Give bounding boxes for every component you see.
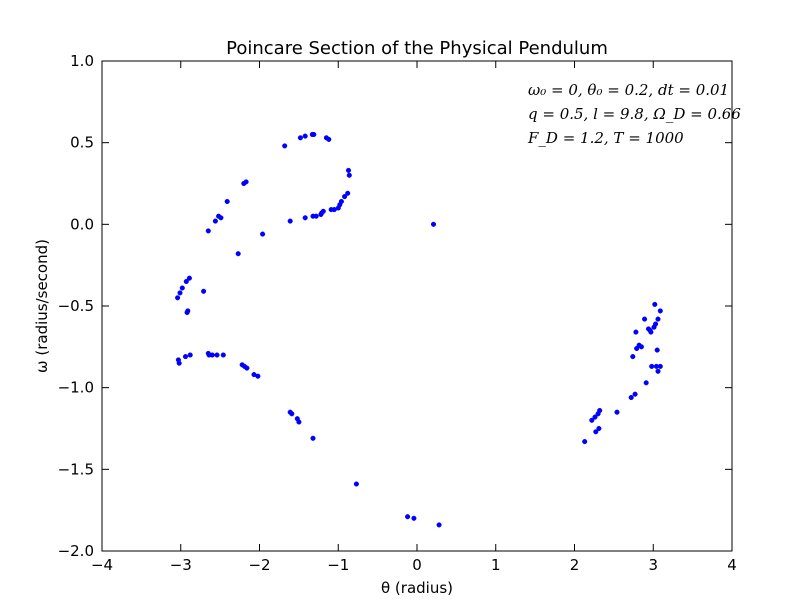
y-tick-label: 1.0 xyxy=(70,52,94,70)
data-point xyxy=(183,278,189,285)
data-point xyxy=(282,143,288,149)
annotation-line-2: q = 0.5, l = 9.8, Ω_D = 0.66 xyxy=(528,105,741,123)
data-point xyxy=(313,213,319,219)
data-point xyxy=(657,363,663,369)
data-point xyxy=(589,417,595,423)
data-point xyxy=(595,411,601,417)
data-point xyxy=(255,373,261,379)
data-point xyxy=(411,515,417,521)
x-tick-label: 0 xyxy=(412,556,422,574)
data-point xyxy=(651,324,657,330)
data-point xyxy=(302,133,308,139)
data-point xyxy=(642,316,648,322)
data-point xyxy=(628,394,634,401)
data-point xyxy=(345,167,352,173)
data-point xyxy=(353,481,359,487)
data-point xyxy=(630,354,636,360)
data-point xyxy=(592,414,598,420)
y-tick-label: −1.5 xyxy=(58,460,94,478)
y-tick-label: −2.0 xyxy=(58,542,94,560)
data-point xyxy=(287,218,293,224)
data-point xyxy=(657,308,663,314)
data-point xyxy=(326,136,332,142)
data-point xyxy=(177,290,183,296)
data-point xyxy=(652,301,658,307)
plot-frame xyxy=(101,60,733,552)
x-axis-label: θ (radius) xyxy=(381,579,453,597)
data-point xyxy=(593,429,599,435)
data-point xyxy=(643,380,649,386)
data-point xyxy=(638,344,644,350)
data-point xyxy=(328,207,334,213)
x-tick-label: 3 xyxy=(648,556,658,574)
data-point xyxy=(297,135,303,141)
y-tick-label: 0.0 xyxy=(70,215,94,233)
data-point xyxy=(582,439,588,445)
x-tick-label: 1 xyxy=(491,556,501,574)
data-point xyxy=(205,228,211,234)
data-point xyxy=(634,345,640,352)
data-point xyxy=(649,363,655,369)
data-point xyxy=(596,425,602,432)
data-point xyxy=(342,194,348,200)
data-point xyxy=(220,352,226,358)
y-tick-label: −0.5 xyxy=(58,297,94,315)
data-point xyxy=(186,275,192,281)
x-tick-label: −1 xyxy=(327,556,349,574)
data-point xyxy=(289,411,295,417)
data-point xyxy=(311,131,317,138)
x-tick-label: 2 xyxy=(570,556,580,574)
data-point xyxy=(187,352,193,358)
data-point xyxy=(345,190,351,196)
data-point xyxy=(648,329,654,335)
x-tick-label: −2 xyxy=(248,556,270,574)
data-point xyxy=(209,352,215,358)
data-point xyxy=(176,360,182,366)
data-point xyxy=(182,354,189,360)
y-tick-label: 0.5 xyxy=(70,134,94,152)
data-point xyxy=(175,295,181,301)
parameter-annotation: ω₀ = 0, θ₀ = 0.2, dt = 0.01 q = 0.5, l =… xyxy=(527,81,741,147)
annotation-line-1: ω₀ = 0, θ₀ = 0.2, dt = 0.01 xyxy=(528,81,729,99)
data-point xyxy=(212,218,218,224)
data-point xyxy=(214,352,220,358)
data-point xyxy=(655,316,661,322)
data-point xyxy=(241,180,247,187)
annotation-line-3: F_D = 1.2, T = 1000 xyxy=(527,129,684,147)
data-point xyxy=(296,419,302,425)
data-point xyxy=(201,288,207,294)
ticks-layer: −4 −3 −2 −1 0 1 2 3 4 −2.0 −1.5 −1.0 −0.5 0.0 0.5 1.0 xyxy=(58,52,737,574)
data-point xyxy=(218,215,224,221)
data-point xyxy=(244,365,250,371)
data-point xyxy=(310,435,316,441)
data-point xyxy=(179,285,185,291)
data-point xyxy=(346,172,352,178)
data-point xyxy=(224,198,230,205)
data-point xyxy=(260,231,266,237)
x-tick-label: −4 xyxy=(91,556,113,574)
data-point xyxy=(436,522,442,528)
data-point xyxy=(632,391,638,397)
points-layer xyxy=(175,131,663,528)
data-point xyxy=(633,329,639,335)
data-point xyxy=(235,251,241,257)
data-point xyxy=(430,221,437,227)
data-point xyxy=(302,215,308,221)
chart-title: Poincare Section of the Physical Pendulu… xyxy=(226,38,608,59)
data-point xyxy=(405,514,411,520)
data-point xyxy=(184,309,190,316)
y-axis-label: ω (radius/second) xyxy=(33,239,51,373)
x-tick-label: −3 xyxy=(170,556,192,574)
data-point xyxy=(614,409,620,415)
data-point xyxy=(318,211,324,218)
data-point xyxy=(655,368,661,374)
y-tick-label: −1.0 xyxy=(58,379,94,397)
data-point xyxy=(654,347,660,353)
x-tick-label: 4 xyxy=(727,556,737,574)
